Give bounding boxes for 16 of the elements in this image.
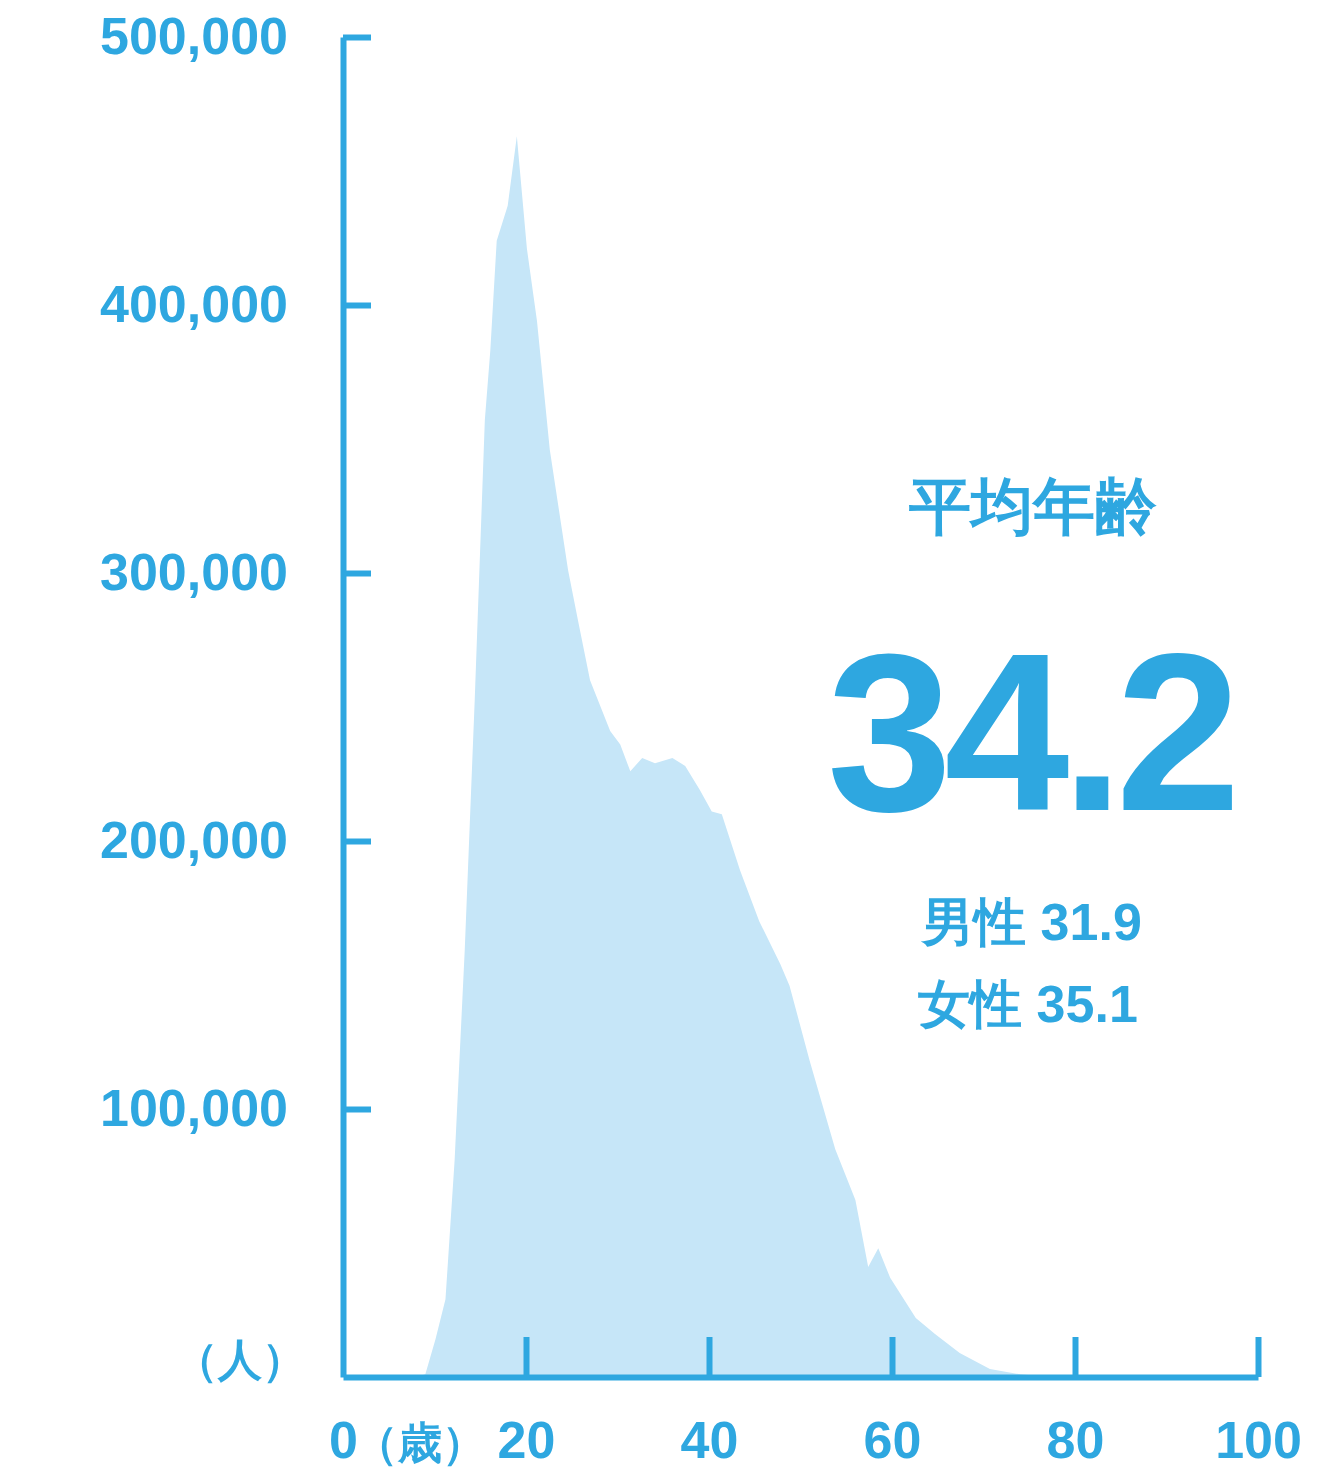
y-tick-label: 300,000 (100, 543, 288, 602)
annotation: 男性 31.9 (920, 893, 1142, 951)
y-tick-label: 400,000 (100, 275, 288, 334)
y-tick-label: 100,000 (100, 1079, 288, 1138)
x-tick-label: 40 (680, 1410, 739, 1468)
x-tick-label: 0 (329, 1410, 358, 1468)
y-tick-label: 500,000 (100, 7, 288, 66)
annotation: 34.2 (827, 606, 1233, 858)
annotation: 女性 35.1 (918, 975, 1138, 1033)
x-tick-label: 60 (863, 1410, 922, 1468)
x-tick-label: 20 (497, 1410, 556, 1468)
y-axis-title: （人） (174, 1335, 306, 1384)
annotation: 平均年齢 (908, 472, 1157, 541)
x-tick-label: 80 (1046, 1410, 1105, 1468)
x-tick-label: 100 (1215, 1410, 1302, 1468)
y-tick-label: 200,000 (100, 811, 288, 870)
